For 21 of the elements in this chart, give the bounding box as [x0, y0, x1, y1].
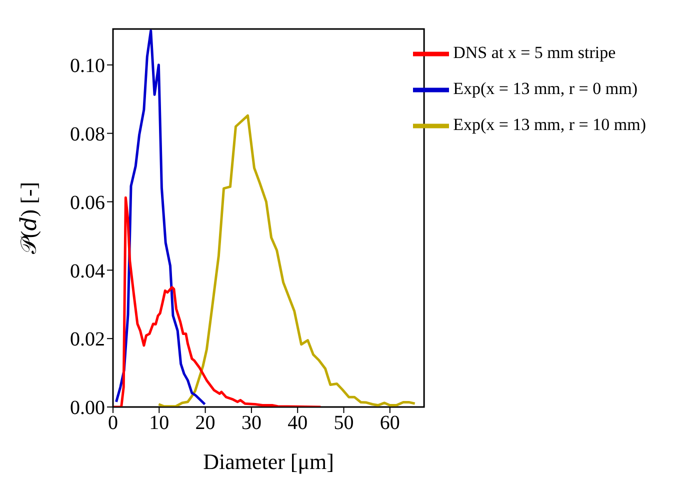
x-tick-label: 0 — [108, 412, 118, 434]
x-tick-label: 50 — [334, 412, 354, 434]
y-tick-label: 0.04 — [70, 260, 105, 282]
y-tick-label: 0.02 — [70, 328, 105, 351]
x-tick-label: 60 — [380, 412, 400, 434]
y-tick-label: 0.00 — [70, 397, 105, 420]
y-tick-label: 0.10 — [70, 55, 105, 78]
x-tick-label: 20 — [195, 412, 216, 434]
y-axis-title: 𝒫(𝑑) [-] — [16, 182, 41, 254]
line-series — [113, 196, 322, 407]
x-tick-label: 30 — [241, 412, 262, 434]
x-tick-label: 40 — [288, 412, 308, 434]
x-tick-label: 10 — [149, 412, 170, 434]
x-axis-title: Diameter [μm] — [203, 449, 334, 474]
y-tick-label: 0.06 — [70, 192, 105, 214]
legend-label: Exp(x = 13 mm, r = 0 mm) — [453, 78, 638, 98]
line-series — [114, 29, 206, 406]
legend-label: DNS at x = 5 mm stripe — [453, 42, 616, 62]
y-tick-label: 0.08 — [70, 123, 105, 146]
legend-label: Exp(x = 13 mm, r = 10 mm) — [453, 114, 646, 134]
line-series — [157, 114, 416, 407]
